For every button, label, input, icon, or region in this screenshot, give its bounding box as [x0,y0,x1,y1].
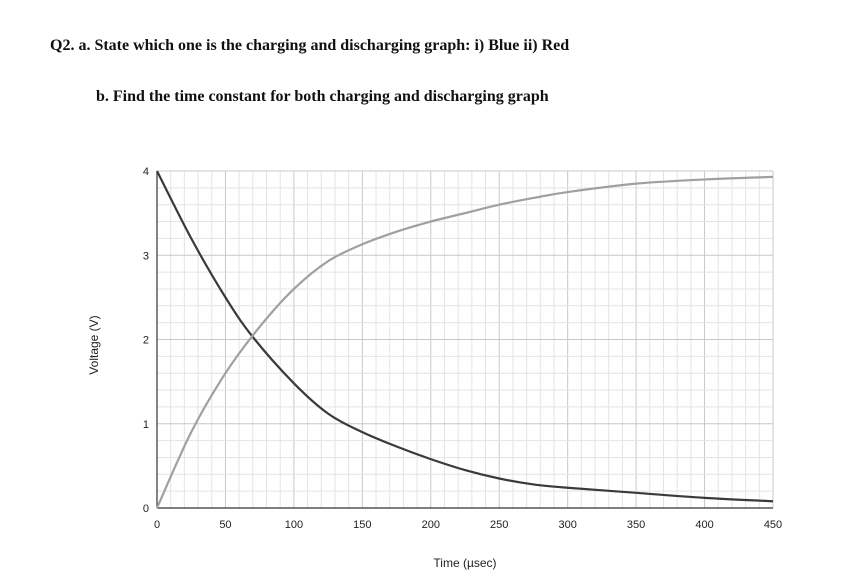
x-tick-label: 100 [285,519,303,531]
charging-curve [155,175,774,509]
x-tick-label: 200 [422,519,440,531]
x-tick-label: 400 [695,519,713,531]
x-tick-label: 450 [764,519,782,531]
y-axis-label: Voltage (V) [87,315,101,374]
x-tick-label: 0 [154,519,160,531]
question-part-b: b. Find the time constant for both charg… [96,88,549,105]
y-tick-label: 2 [143,335,149,347]
x-tick-label: 350 [627,519,645,531]
y-tick-label: 4 [143,166,149,178]
grid [156,170,774,509]
tick-labels: 0 50 100 150 200 250 300 350 400 450 0 1 2 3 4 [143,166,782,531]
x-tick-label: 250 [490,519,508,531]
x-tick-label: 300 [558,519,576,531]
axes [156,171,773,509]
x-tick-label: 50 [219,519,231,531]
y-tick-label: 3 [143,250,149,262]
x-tick-label: 150 [353,519,371,531]
question-part-a: Q2. a. State which one is the charging a… [50,37,570,54]
series-lines [155,170,774,509]
x-axis-label: Time (µsec) [433,556,496,570]
y-tick-label: 1 [143,419,149,431]
discharging-curve [156,170,774,503]
y-tick-label: 0 [143,503,149,515]
